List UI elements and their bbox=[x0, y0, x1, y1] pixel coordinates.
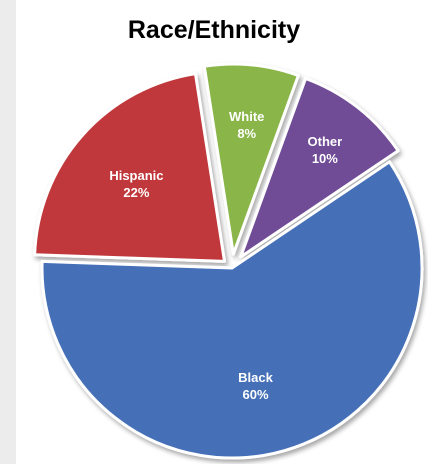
slice-label-white: White bbox=[229, 109, 264, 124]
pie-slice-white bbox=[202, 62, 300, 256]
slice-label-other: Other bbox=[308, 134, 343, 149]
pie-labels: Hispanic 22% White 8% Other 10% Black 60% bbox=[109, 109, 342, 402]
chart-title: Race/Ethnicity bbox=[127, 16, 301, 44]
slice-label-hispanic: Hispanic bbox=[109, 168, 163, 183]
slice-value-other: 10% bbox=[312, 151, 338, 166]
slice-value-hispanic: 22% bbox=[123, 185, 149, 200]
pie-slice-other bbox=[239, 76, 400, 259]
slice-value-white: 8% bbox=[237, 126, 256, 141]
pie-slices bbox=[33, 62, 424, 460]
pie-slice-hispanic bbox=[33, 72, 227, 263]
slice-label-black: Black bbox=[238, 370, 273, 385]
slice-value-black: 60% bbox=[243, 387, 269, 402]
pie-slice-black bbox=[40, 160, 424, 460]
